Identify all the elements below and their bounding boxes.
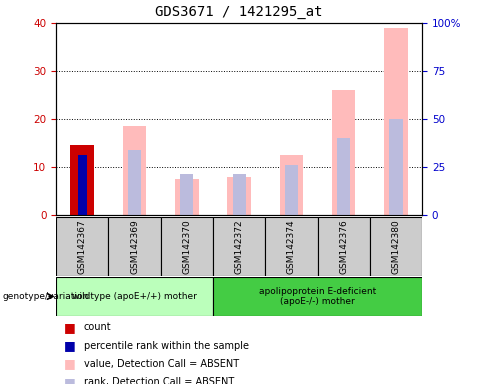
Text: GSM142367: GSM142367 — [78, 219, 87, 274]
Text: rank, Detection Call = ABSENT: rank, Detection Call = ABSENT — [84, 377, 234, 384]
Text: GSM142380: GSM142380 — [391, 219, 401, 274]
Bar — [227, 177, 251, 215]
Text: GSM142372: GSM142372 — [235, 219, 244, 274]
Text: ■: ■ — [63, 376, 75, 384]
Text: percentile rank within the sample: percentile rank within the sample — [84, 341, 249, 351]
Bar — [332, 90, 355, 215]
Bar — [384, 28, 408, 215]
Bar — [285, 165, 298, 215]
Bar — [108, 217, 161, 276]
Text: GSM142376: GSM142376 — [339, 219, 348, 274]
Bar — [370, 217, 422, 276]
Bar — [389, 119, 403, 215]
Text: genotype/variation: genotype/variation — [2, 292, 89, 301]
Bar — [78, 155, 87, 215]
Bar — [213, 217, 265, 276]
Bar — [318, 217, 370, 276]
Title: GDS3671 / 1421295_at: GDS3671 / 1421295_at — [155, 5, 323, 19]
Text: value, Detection Call = ABSENT: value, Detection Call = ABSENT — [84, 359, 239, 369]
Text: ■: ■ — [63, 321, 75, 334]
Bar — [56, 277, 213, 316]
Bar — [70, 146, 94, 215]
Bar — [161, 217, 213, 276]
Text: GSM142370: GSM142370 — [183, 219, 191, 274]
Bar — [213, 277, 422, 316]
Bar — [180, 174, 193, 215]
Text: ■: ■ — [63, 358, 75, 371]
Bar — [123, 126, 146, 215]
Text: GSM142369: GSM142369 — [130, 219, 139, 274]
Text: ■: ■ — [63, 339, 75, 352]
Bar — [128, 150, 141, 215]
Text: count: count — [84, 322, 112, 332]
Bar — [233, 174, 245, 215]
Bar — [280, 155, 303, 215]
Bar — [56, 217, 108, 276]
Bar — [337, 138, 350, 215]
Text: apolipoprotein E-deficient
(apoE-/-) mother: apolipoprotein E-deficient (apoE-/-) mot… — [259, 287, 376, 306]
Bar — [175, 179, 199, 215]
Text: wildtype (apoE+/+) mother: wildtype (apoE+/+) mother — [72, 292, 197, 301]
Bar — [265, 217, 318, 276]
Text: GSM142374: GSM142374 — [287, 219, 296, 274]
